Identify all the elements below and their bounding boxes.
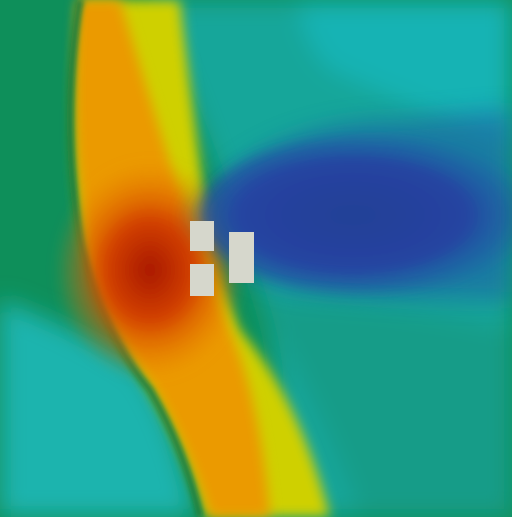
obstacle-group (190, 221, 254, 296)
obstacle-right (229, 232, 254, 283)
wake-blue-fringe (190, 110, 512, 300)
lower-left-cyan-region (0, 300, 195, 517)
obstacle-lower-left (190, 264, 214, 296)
obstacle-upper-left (190, 221, 214, 251)
